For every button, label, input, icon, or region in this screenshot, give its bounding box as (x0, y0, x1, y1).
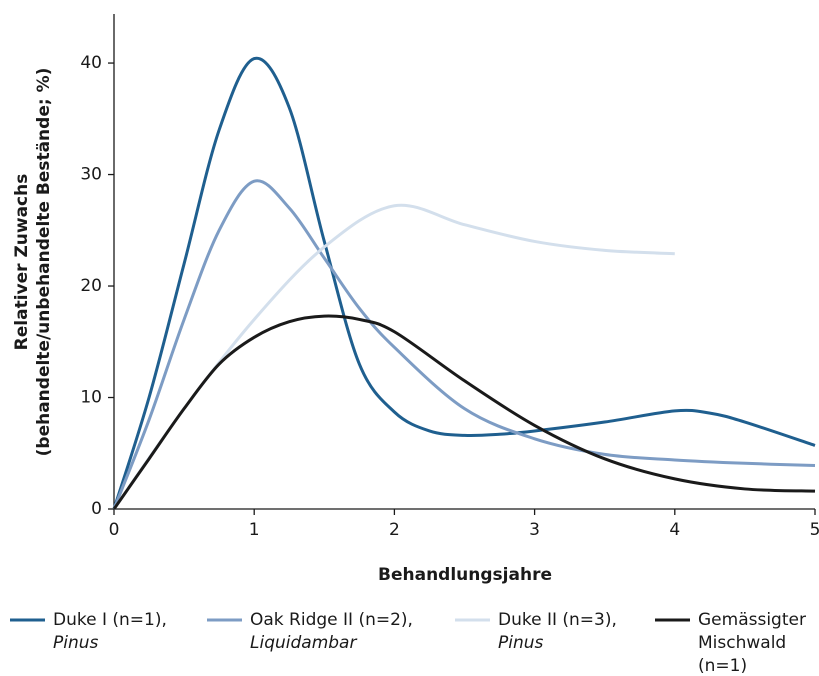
legend-label: Liquidambar (250, 633, 357, 653)
series-line (112, 203, 675, 510)
y-axis-label: (behandelte/unbehandelte Bestände; %) (34, 68, 54, 457)
y-tick-label: 20 (80, 276, 102, 296)
legend-label: Pinus (498, 633, 544, 653)
x-tick-label: 3 (529, 520, 540, 540)
y-tick-label: 0 (91, 499, 102, 519)
series-line (112, 179, 816, 510)
legend-label: Duke II (n=3), (498, 610, 617, 630)
legend-label: Oak Ridge II (n=2), (250, 610, 413, 630)
series-line (112, 314, 816, 510)
x-tick-label: 1 (249, 520, 260, 540)
legend-label: (n=1) (698, 656, 747, 676)
legend-label: Gemässigter (698, 610, 806, 630)
x-tick-label: 0 (109, 520, 120, 540)
y-tick-label: 10 (80, 388, 102, 408)
y-tick-label: 30 (80, 165, 102, 185)
legend-label: Mischwald (698, 633, 786, 653)
y-tick-label: 40 (80, 53, 102, 73)
x-tick-label: 2 (389, 520, 400, 540)
y-axis-label: Relativer Zuwachs (12, 174, 32, 351)
x-tick-label: 5 (810, 520, 819, 540)
legend-label: Pinus (53, 633, 99, 653)
legend-label: Duke I (n=1), (53, 610, 167, 630)
series-line (112, 56, 816, 510)
x-axis-label: Behandlungsjahre (378, 565, 552, 585)
x-tick-label: 4 (669, 520, 680, 540)
